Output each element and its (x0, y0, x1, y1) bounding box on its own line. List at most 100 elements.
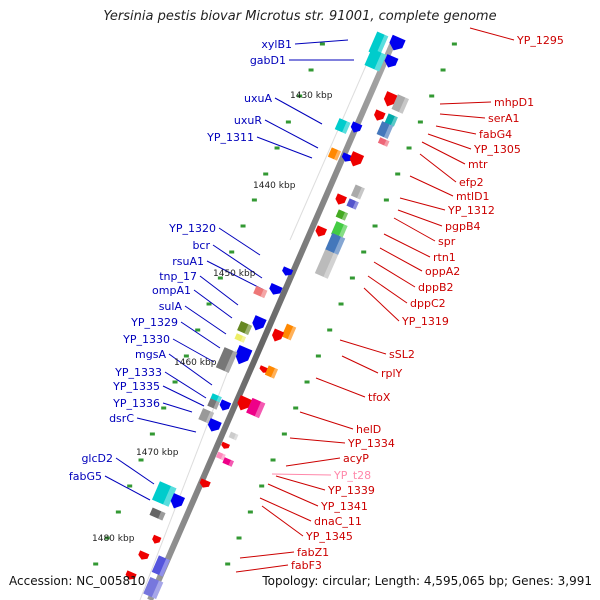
gene-arrow (219, 399, 232, 411)
gene-highlight (216, 395, 222, 403)
tick-label: 1460 kbp (174, 358, 217, 368)
backbone-shadow-upper (289, 37, 379, 241)
inner-tick (429, 94, 435, 98)
leader-line (294, 39, 349, 45)
leader-line (409, 175, 454, 197)
gene-highlight (159, 558, 170, 577)
gene-box (384, 113, 398, 127)
gene-label-uxua: uxuA (244, 92, 272, 105)
outer-tick (263, 172, 269, 176)
gene-label-rsua1: rsuA1 (172, 255, 204, 268)
gene-arrowhead (272, 328, 285, 342)
gene-box (314, 249, 339, 279)
outer-tick (206, 302, 212, 306)
gene-arrow (221, 441, 231, 449)
gene-box (391, 94, 409, 114)
gene-arrowhead (389, 34, 406, 51)
gene-arrow (389, 34, 406, 51)
gene-highlight (224, 350, 238, 373)
leader-line (274, 97, 323, 125)
gene-highlight (333, 236, 346, 256)
gene-label-rtn1: rtn1 (433, 251, 456, 264)
gene-arrowhead (237, 395, 252, 411)
inner-tick (406, 146, 412, 150)
gene-arrow (252, 315, 267, 331)
outer-tick (161, 406, 167, 410)
inner-tick (315, 354, 321, 358)
gene-box (264, 365, 278, 379)
leader-line (239, 551, 295, 559)
gene-highlight (205, 411, 215, 424)
gene-box (222, 457, 234, 467)
gene-label-tfox: tfoX (368, 391, 391, 404)
outer-tick (240, 224, 246, 228)
gene-label-sera1: serA1 (488, 112, 520, 125)
inner-tick (395, 172, 401, 176)
gene-arrowhead (384, 54, 399, 68)
gene-block (334, 118, 351, 134)
inner-tick (259, 484, 265, 488)
gene-block (335, 209, 349, 221)
gene-label-bcr: bcr (192, 239, 210, 252)
gene-label-yp-1305: YP_1305 (473, 143, 521, 156)
gene-arrowhead (207, 418, 222, 432)
gene-box (151, 555, 170, 577)
tick-label: 1470 kbp (136, 448, 179, 458)
gene-highlight (398, 97, 409, 114)
gene-label-yp-1295: YP_1295 (516, 34, 564, 47)
gene-arrow (125, 570, 137, 580)
gene-block (149, 507, 166, 521)
accession-label: Accession: (9, 574, 73, 588)
gene-block (210, 393, 222, 403)
leader-line (397, 209, 443, 227)
gene-block (350, 184, 365, 200)
gene-box (346, 198, 359, 210)
topology-value: circular (322, 574, 367, 588)
gene-label-fabg4: fabG4 (479, 128, 512, 141)
gene-label-yp-1336: YP_1336 (112, 397, 160, 410)
gene-block (253, 285, 268, 299)
gene-arrowhead (269, 283, 283, 295)
gene-box (327, 147, 342, 161)
gene-highlight (270, 368, 278, 379)
gene-arrow (199, 478, 211, 488)
outer-tick (138, 458, 144, 462)
outer-tick (217, 276, 223, 280)
leader-line (439, 101, 492, 105)
gene-arrowhead (138, 550, 150, 560)
gene-box (237, 321, 253, 335)
gene-box (335, 209, 349, 221)
gene-highlight (374, 52, 387, 72)
leader-line (199, 275, 239, 306)
gene-label-yp-1312: YP_1312 (447, 204, 495, 217)
gene-highlight (342, 121, 351, 134)
gene-highlight (162, 486, 177, 507)
gene-highlight (383, 139, 390, 147)
outer-tick (319, 42, 325, 46)
gene-block (264, 365, 278, 379)
gene-arrowhead (374, 109, 386, 121)
gene-box (234, 333, 246, 343)
gene-label-ssl2: sSL2 (389, 348, 415, 361)
gene-block (222, 457, 234, 467)
genome-stats-footer: Topology: circular; Length: 4,595,065 bp… (262, 574, 592, 588)
gene-label-mhpd1: mhpD1 (494, 96, 534, 109)
gene-box (377, 137, 390, 147)
leader-line (393, 217, 436, 242)
gene-arrow (374, 109, 386, 121)
gene-block (237, 321, 253, 335)
gene-highlight (244, 324, 253, 335)
outer-tick (149, 432, 155, 436)
gene-highlight (260, 289, 268, 299)
leader-line (264, 119, 319, 149)
gene-highlight (158, 511, 166, 521)
leader-line (363, 287, 400, 322)
gene-highlight (233, 433, 239, 441)
gene-label-mtld1: mtlD1 (456, 190, 490, 203)
gene-block (314, 249, 339, 279)
gene-label-yp-1330: YP_1330 (122, 333, 170, 346)
gene-label-glcd2: glcD2 (81, 452, 113, 465)
gene-label-xylb1: xylB1 (261, 38, 292, 51)
outer-tick (183, 354, 189, 358)
